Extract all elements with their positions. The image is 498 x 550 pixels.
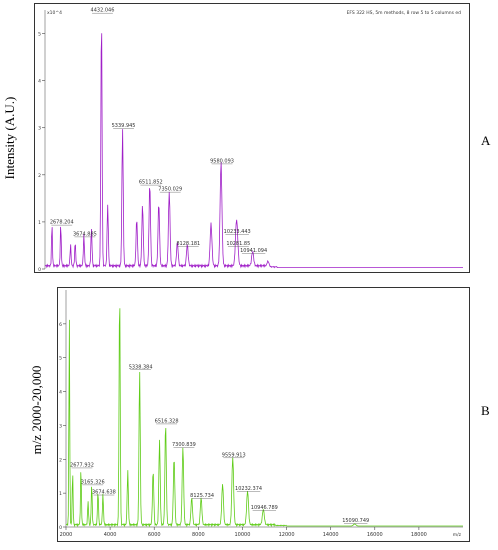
x-unit-b: m/z (453, 532, 462, 538)
spectrum-line-a (44, 33, 463, 269)
x-tick-label-b-4: 10000 (234, 532, 250, 538)
spectrum-panel-a: 0 1 2 3 4 5 x10^4 EFS 322 HS, 5m methods, 8 row… (34, 3, 470, 273)
peak-label-b-21: 15090.749 (342, 518, 369, 524)
x-tick-label-b-3: 8000 (192, 532, 205, 538)
y-tick-label-b-0: 0 (59, 525, 62, 531)
peak-label-a-19: 10281.85 (226, 241, 250, 247)
peak-label-b-18: 9559.913 (222, 452, 246, 458)
peak-label-a-11: 6511.852 (139, 180, 163, 186)
peak-label-a-18: 10233.443 (224, 229, 251, 235)
y-tick-label-b-3: 3 (59, 423, 62, 429)
peak-label-b-16: 8125.734 (190, 493, 214, 499)
panel-letter-b: B (481, 403, 490, 418)
peak-label-b-19: 10232.374 (235, 486, 262, 492)
x-tick-label-b-0: 2000 (60, 532, 73, 538)
header-text-a: EFS 322 HS, 5m methods, 8 row 5 to 5 col… (347, 10, 462, 16)
x-tick-label-b-7: 16000 (367, 532, 383, 538)
peak-label-a-4: 3674.885 (73, 231, 97, 237)
x-tick-label-b-8: 18000 (411, 532, 427, 538)
spectrum-chart-b: 0 1 2 3 4 5 6 2000 4000 6000 8000 10000 12000 14000 16… (59, 289, 463, 538)
peak-label-a-20: 10941.094 (240, 248, 267, 254)
peak-label-b-6: 3674.638 (92, 490, 116, 496)
peak-label-b-9: 5338.384 (129, 364, 153, 370)
peak-label-a-8: 5339.945 (112, 123, 136, 129)
peak-label-a-13: 7350.029 (158, 187, 182, 193)
x-tick-label-b-1: 4000 (104, 532, 117, 538)
y-tick-label-a-1: 1 (38, 220, 41, 226)
y-tick-label-b-2: 2 (59, 457, 62, 463)
panel-letter-a: A (481, 133, 491, 148)
peak-label-b-12: 6516.328 (155, 418, 179, 424)
x-tick-label-b-6: 14000 (323, 532, 339, 538)
y-tick-label-b-5: 5 (59, 356, 62, 362)
y-axis-label-b: m/z 2000-20,000 (29, 365, 44, 455)
peak-label-b-14: 7300.839 (172, 442, 196, 448)
peak-label-a-1: 2678.204 (50, 220, 74, 226)
x-tick-label-b-5: 12000 (279, 532, 295, 538)
y-tick-label-a-4: 4 (38, 79, 41, 85)
y-unit-a: x10^4 (47, 10, 62, 16)
y-tick-label-a-0: 0 (38, 267, 41, 272)
x-tick-label-b-2: 6000 (148, 532, 161, 538)
spectrum-panel-b: 0 1 2 3 4 5 6 2000 4000 6000 8000 10000 12000 14000 16… (57, 287, 470, 542)
y-tick-label-b-4: 4 (59, 390, 62, 396)
peak-label-a-17: 9580.093 (210, 158, 234, 164)
y-tick-label-b-1: 1 (59, 491, 62, 497)
peak-label-b-4: 3165.326 (81, 479, 105, 485)
spectrum-line-b (65, 308, 463, 528)
peak-label-a-15: 8128.181 (176, 241, 200, 247)
peak-label-b-20: 10946.789 (251, 505, 278, 511)
y-axis-label-a: Intensity (A.U.) (2, 96, 17, 180)
y-tick-label-a-3: 3 (38, 126, 41, 132)
y-tick-label-a-5: 5 (38, 32, 41, 38)
spectrum-chart-a: 0 1 2 3 4 5 x10^4 EFS 322 HS, 5m methods, 8 row… (38, 8, 463, 273)
peak-label-b-2: 2677.932 (70, 462, 94, 468)
y-tick-label-b-6: 6 (59, 322, 62, 328)
y-tick-label-a-2: 2 (38, 173, 41, 179)
peak-label-a-6: 4432.046 (91, 8, 115, 14)
